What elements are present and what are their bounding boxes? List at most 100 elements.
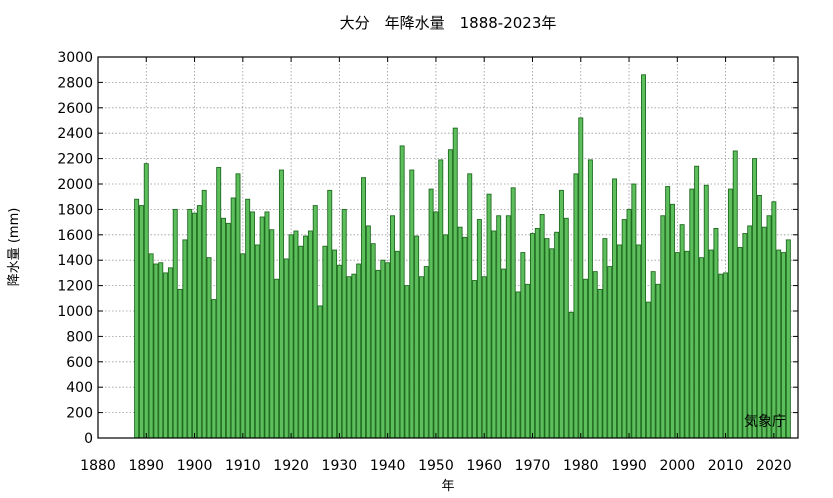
x-tick-label: 1980 (563, 458, 599, 474)
bar-1957 (467, 173, 473, 439)
x-tick-label: 1930 (322, 458, 358, 474)
bar-1910 (240, 253, 246, 439)
bar-1923 (303, 235, 309, 439)
bar-1948 (423, 266, 429, 439)
bar-1998 (665, 186, 671, 439)
bar-2023 (785, 239, 791, 439)
bar-1949 (428, 188, 434, 439)
bar-2019 (766, 215, 772, 439)
bar-1938 (375, 269, 381, 439)
bar-2022 (781, 252, 786, 439)
bar-1891 (148, 253, 154, 439)
y-tick-label: 2200 (57, 152, 93, 168)
y-tick-label: 800 (66, 329, 93, 345)
bar-2001 (679, 224, 685, 439)
bar-1972 (539, 214, 545, 439)
bar-1962 (491, 230, 497, 439)
bar-1955 (457, 226, 463, 439)
x-tick-label: 1910 (225, 458, 261, 474)
bar-1965 (505, 215, 511, 439)
bar-1931 (341, 208, 347, 439)
x-tick-label: 2000 (659, 458, 695, 474)
x-tick-label: 1950 (418, 458, 454, 474)
bar-1968 (520, 252, 526, 439)
bar-1902 (201, 189, 207, 439)
bar-1947 (418, 276, 424, 439)
bar-1990 (626, 208, 632, 439)
bar-1969 (525, 283, 531, 439)
bar-2013 (737, 247, 743, 439)
x-tick-label: 1990 (611, 458, 647, 474)
bar-1995 (650, 271, 656, 439)
bar-1945 (409, 169, 415, 439)
bar-2007 (708, 249, 714, 439)
y-tick-label: 600 (66, 355, 93, 371)
bar-1924 (307, 230, 313, 439)
bar-1982 (587, 159, 593, 439)
bar-1925 (312, 205, 318, 439)
y-tick-label: 1400 (57, 253, 93, 269)
bar-1905 (216, 167, 222, 439)
bar-1927 (322, 245, 328, 439)
bar-2011 (727, 188, 733, 439)
bar-1951 (438, 159, 444, 439)
bar-1975 (554, 231, 560, 439)
bar-1940 (385, 262, 391, 439)
bar-1942 (394, 250, 400, 439)
bar-2004 (694, 165, 700, 439)
y-axis-title: 降水量 (mm) (7, 208, 22, 287)
bar-1916 (269, 229, 275, 439)
bar-1979 (573, 173, 579, 439)
bar-1917 (274, 278, 280, 439)
chart-title: 大分 年降水量 1888-2023年 (340, 14, 557, 32)
x-tick-label: 2010 (708, 458, 744, 474)
bar-1966 (510, 187, 516, 439)
bar-2018 (761, 226, 767, 439)
bar-1943 (399, 145, 405, 439)
bar-1898 (182, 239, 188, 439)
x-tick-label: 2020 (756, 458, 792, 474)
y-tick-label: 1000 (57, 304, 93, 320)
bar-1952 (443, 234, 449, 439)
plot-frame (97, 56, 799, 439)
y-axis: 0 200 400 600 800 1000 1200 1400 1600 1800 2000 220… (57, 50, 798, 447)
bar-1974 (549, 248, 555, 439)
bar-1907 (225, 222, 231, 439)
bar-1895 (167, 267, 173, 439)
bar-1996 (655, 283, 661, 439)
bar-1958 (472, 280, 478, 439)
bar-1929 (332, 249, 338, 439)
bar-1956 (462, 236, 468, 439)
x-tick-label: 1890 (128, 458, 164, 474)
bar-2012 (732, 150, 738, 439)
bar-1894 (163, 272, 169, 439)
bar-1896 (172, 208, 178, 439)
bar-1977 (563, 217, 569, 439)
y-tick-label: 3000 (57, 50, 93, 66)
bar-1991 (631, 183, 637, 439)
bar-1985 (602, 238, 608, 439)
bar-1934 (356, 263, 362, 439)
bar-2003 (689, 188, 695, 439)
bar-1980 (578, 117, 584, 439)
bar-1950 (433, 211, 439, 439)
bar-1897 (177, 288, 183, 439)
bar-1984 (597, 288, 603, 439)
bar-1936 (365, 225, 371, 439)
bar-1899 (187, 208, 193, 439)
bar-1932 (346, 276, 352, 439)
bar-2020 (771, 201, 777, 439)
bar-1888 (134, 198, 140, 439)
bar-1978 (568, 311, 574, 439)
bar-1904 (211, 299, 217, 439)
bar-1915 (264, 211, 270, 439)
bar-1953 (447, 149, 453, 439)
bar-1893 (158, 262, 164, 439)
y-tick-label: 2000 (57, 177, 93, 193)
bar-1926 (317, 305, 323, 439)
x-axis-title: 年 (441, 479, 454, 494)
bar-1933 (351, 273, 357, 439)
x-tick-label: 1970 (515, 458, 551, 474)
bar-1992 (636, 244, 642, 439)
bar-1889 (138, 205, 144, 439)
